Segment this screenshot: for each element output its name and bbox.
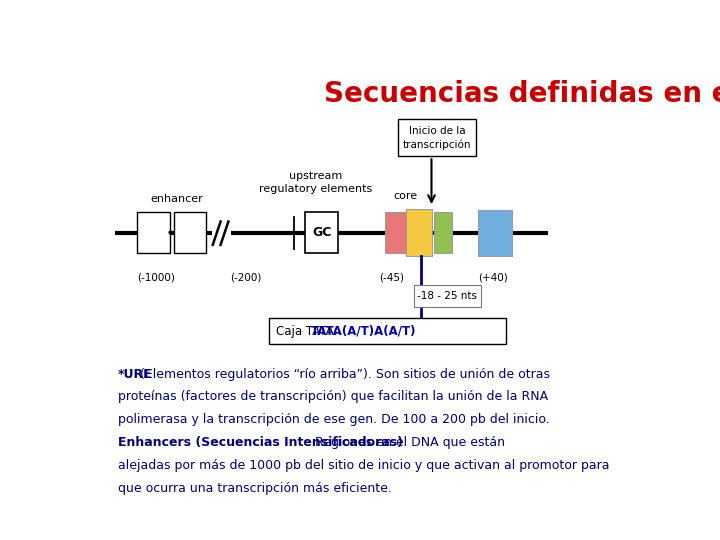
Bar <box>398 119 476 156</box>
Text: core: core <box>393 191 418 201</box>
Text: *URE: *URE <box>118 368 153 381</box>
Bar <box>138 212 170 253</box>
Text: (Elementos regulatorios “río arriba”). Son sitios de unión de otras: (Elementos regulatorios “río arriba”). S… <box>136 368 550 381</box>
Text: alejadas por más de 1000 pb del sitio de inicio y que activan al promotor para: alejadas por más de 1000 pb del sitio de… <box>118 459 609 472</box>
Bar <box>478 210 513 256</box>
Bar <box>305 212 338 253</box>
Text: GC: GC <box>312 226 331 239</box>
Bar <box>384 212 406 253</box>
Text: upstream
regulatory elements: upstream regulatory elements <box>259 171 373 194</box>
Text: polimerasa y la transcripción de ese gen. De 100 a 200 pb del inicio.: polimerasa y la transcripción de ese gen… <box>118 413 549 426</box>
Text: Secuencias definidas en el DNA: Secuencias definidas en el DNA <box>324 80 720 108</box>
Text: Inicio de la
transcripción: Inicio de la transcripción <box>402 126 472 150</box>
Text: Enhancers (Secuencias Intensificadoras): Enhancers (Secuencias Intensificadoras) <box>118 436 403 449</box>
Text: (+40): (+40) <box>478 273 508 283</box>
Bar <box>413 285 481 307</box>
Bar <box>174 212 206 253</box>
Text: que ocurra una transcripción más eficiente.: que ocurra una transcripción más eficien… <box>118 482 392 495</box>
Bar <box>212 220 231 246</box>
Text: . Regiones en el DNA que están: . Regiones en el DNA que están <box>307 436 505 449</box>
Bar <box>433 212 452 253</box>
Text: -18 - 25 nts: -18 - 25 nts <box>417 291 477 301</box>
Text: (-45): (-45) <box>379 273 404 283</box>
Bar <box>269 319 505 344</box>
Text: proteínas (factores de transcripción) que facilitan la unión de la RNA: proteínas (factores de transcripción) qu… <box>118 390 548 403</box>
Text: (-200): (-200) <box>230 273 262 283</box>
Text: Caja TATA:: Caja TATA: <box>276 325 341 338</box>
Text: TATA(A/T)A(A/T): TATA(A/T)A(A/T) <box>311 325 417 338</box>
Text: enhancer: enhancer <box>150 194 203 204</box>
Text: (-1000): (-1000) <box>137 273 175 283</box>
Bar <box>406 208 432 256</box>
